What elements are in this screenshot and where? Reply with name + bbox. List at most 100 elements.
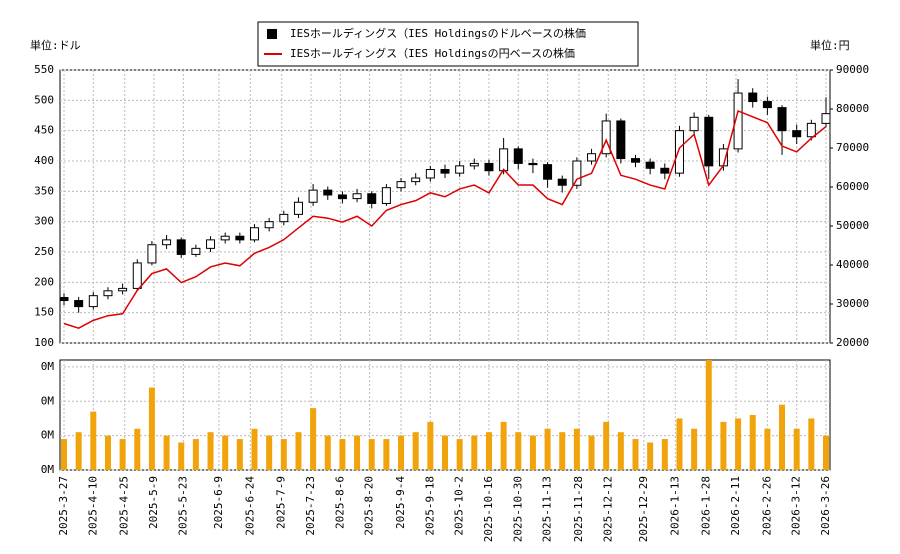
- volume-bar: [515, 432, 522, 470]
- x-tick-label: 2025-9-18: [423, 476, 436, 536]
- y-tick-label: 100: [34, 336, 54, 349]
- candle-body: [235, 235, 245, 241]
- x-tick-label: 2025-10-2: [453, 476, 466, 536]
- candle-body: [118, 287, 128, 292]
- volume-bar: [617, 432, 624, 470]
- volume-bar: [134, 428, 141, 470]
- candle-body: [660, 167, 670, 174]
- candle-body: [792, 130, 802, 138]
- candle-body: [777, 107, 787, 132]
- candle-body: [293, 201, 303, 215]
- y2-tick-label: 80000: [836, 102, 869, 115]
- x-tick-label: 2025-7-23: [304, 476, 317, 536]
- y2-tick-label: 40000: [836, 258, 869, 271]
- y-tick-label: 250: [34, 245, 54, 258]
- volume-bar: [178, 442, 185, 470]
- y-tick-label: 350: [34, 184, 54, 197]
- volume-bar: [310, 408, 317, 470]
- volume-bar: [119, 439, 126, 470]
- y-tick-label: 450: [34, 124, 54, 137]
- x-tick-label: 2025-4-10: [86, 476, 99, 536]
- volume-bar: [808, 418, 815, 470]
- candle-body: [762, 101, 772, 109]
- volume-bar: [368, 439, 375, 470]
- candle-body: [484, 162, 494, 172]
- candle-body: [132, 262, 142, 289]
- volume-bar: [61, 439, 67, 470]
- volume-bar: [779, 404, 786, 470]
- candle-body: [455, 165, 465, 174]
- legend-label: IESホールディングス（IES Holdingsの円ベースの株価: [290, 46, 575, 60]
- volume-bar: [251, 428, 258, 470]
- volume-bar: [295, 432, 302, 470]
- volume-bar: [588, 435, 595, 470]
- y-tick-label: 550: [34, 63, 54, 76]
- y-tick-label: 200: [34, 275, 54, 288]
- volume-bar: [427, 421, 434, 470]
- candle-body: [59, 297, 69, 302]
- volume-bar: [222, 435, 229, 470]
- candle-body: [572, 160, 582, 186]
- x-tick-label: 2025-5-9: [147, 476, 160, 529]
- volume-bar: [823, 435, 829, 470]
- candle-body: [381, 187, 391, 204]
- volume-bar: [559, 432, 566, 470]
- x-tick-label: 2026-2-11: [729, 476, 742, 536]
- volume-bar: [90, 411, 97, 470]
- volume-bar: [148, 387, 155, 470]
- x-tick-label: 2026-1-28: [700, 476, 713, 536]
- candle-body: [631, 158, 640, 163]
- x-tick-label: 2026-2-26: [760, 476, 773, 536]
- x-tick-label: 2025-3-27: [57, 476, 70, 536]
- candle-body: [469, 162, 479, 167]
- volume-bar: [735, 418, 742, 470]
- candle-body: [748, 92, 758, 103]
- yen-line: [63, 109, 827, 329]
- x-tick-label: 2025-5-23: [176, 476, 189, 536]
- volume-bar: [603, 421, 610, 470]
- candle-body: [821, 113, 831, 124]
- x-tick-label: 2025-10-30: [511, 476, 524, 542]
- volume-bar: [705, 360, 712, 470]
- legend-marker: [267, 29, 277, 39]
- volume-bar: [793, 428, 800, 470]
- volume-bar: [456, 439, 463, 470]
- volume-tick-label: 0M: [41, 394, 55, 407]
- volume-bar: [280, 439, 287, 470]
- volume-bar: [104, 435, 111, 470]
- candle-body: [513, 148, 523, 164]
- volume-bar: [471, 435, 478, 470]
- candle-body: [162, 239, 172, 246]
- candle-body: [264, 221, 274, 229]
- candle-body: [147, 244, 157, 264]
- volume-bar: [207, 432, 214, 470]
- volume-bar: [764, 428, 771, 470]
- candle-body: [103, 290, 113, 297]
- volume-bar: [529, 435, 536, 470]
- volume-bar: [163, 435, 170, 470]
- y2-unit-label: 単位:円: [810, 38, 850, 52]
- volume-bar: [661, 439, 668, 470]
- candle-body: [191, 247, 201, 255]
- candle-body: [674, 130, 684, 174]
- candle-body: [806, 122, 816, 138]
- volume-bar: [544, 428, 551, 470]
- x-tick-label: 2025-12-12: [601, 476, 614, 542]
- volume-bar: [691, 428, 698, 470]
- x-tick-label: 2025-12-29: [637, 476, 650, 542]
- volume-tick-label: 0M: [41, 360, 55, 373]
- volume-bar: [485, 432, 492, 470]
- x-tick-label: 2025-7-9: [275, 476, 288, 529]
- x-tick-label: 2026-1-13: [668, 476, 681, 536]
- volume-bar: [676, 418, 683, 470]
- volume-bar: [573, 428, 580, 470]
- volume-bar: [339, 439, 346, 470]
- y2-tick-label: 50000: [836, 219, 869, 232]
- legend-label: IESホールディングス（IES Holdingsのドルベースの株価: [290, 26, 586, 40]
- candle-body: [557, 178, 567, 186]
- candle-body: [425, 168, 435, 179]
- x-tick-label: 2025-11-28: [572, 476, 585, 542]
- volume-bar: [647, 442, 654, 470]
- volume-bar: [75, 432, 82, 470]
- y2-tick-label: 30000: [836, 297, 869, 310]
